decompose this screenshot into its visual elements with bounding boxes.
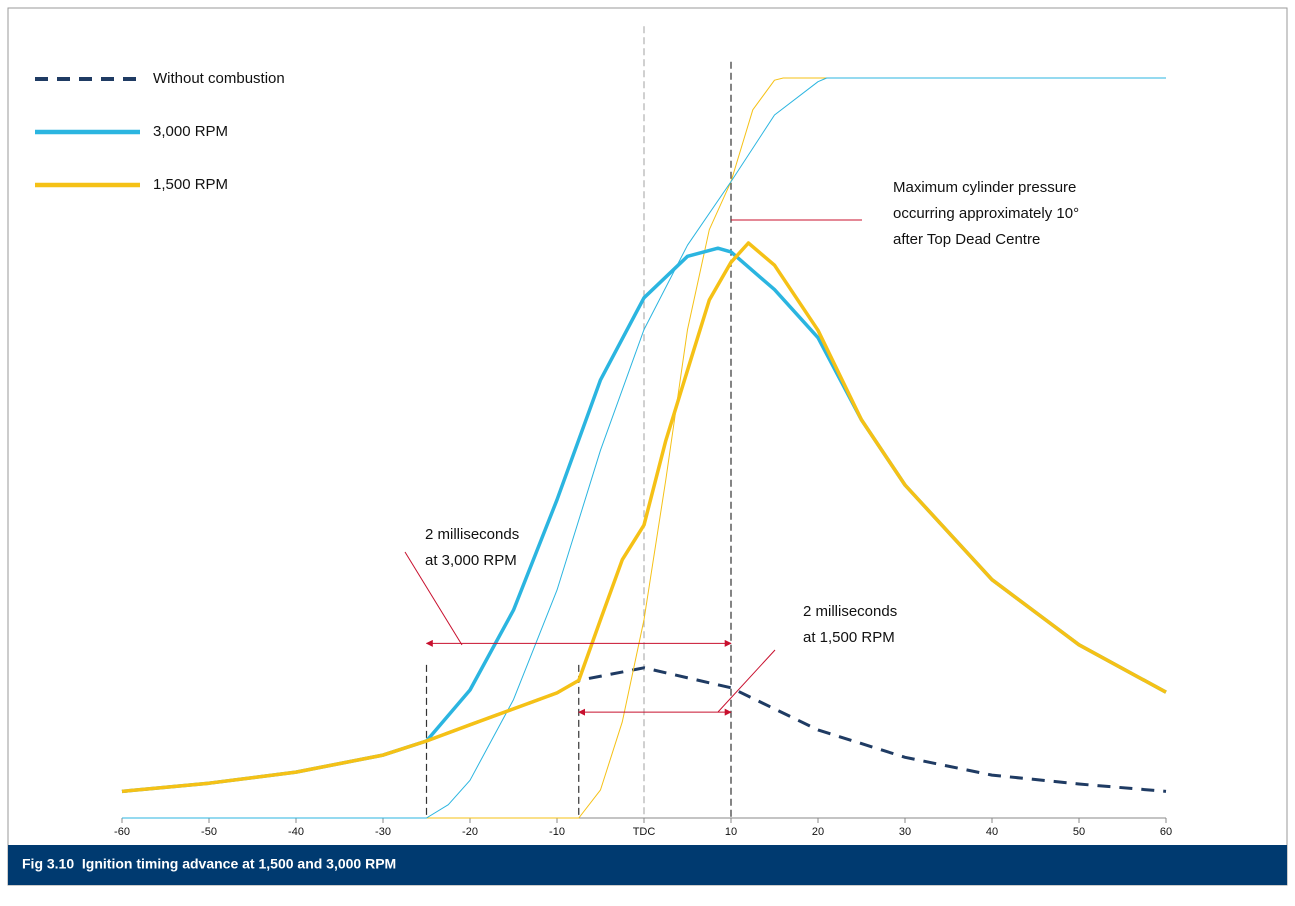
legend-label: Without combustion (153, 70, 285, 87)
caption-bar (8, 845, 1287, 885)
x-tick-label: TDC (633, 826, 656, 838)
annotation-leader (404, 551, 463, 646)
annotation: after Top Dead Centre (893, 231, 1040, 248)
series-line (121, 241, 1167, 794)
series-line (122, 77, 1166, 819)
x-tick-label: 30 (899, 826, 911, 838)
x-tick-label: 20 (812, 826, 824, 838)
x-tick-label: 50 (1073, 826, 1085, 838)
x-tick-label: 10 (725, 826, 737, 838)
x-tick-label: -60 (114, 826, 130, 838)
x-tick-label: -30 (375, 826, 391, 838)
x-tick-label: 40 (986, 826, 998, 838)
annotation: occurring approximately 10° (893, 205, 1079, 222)
annotation: 2 milliseconds (803, 603, 897, 620)
annotation: at 1,500 RPM (803, 629, 895, 646)
x-tick-label: 60 (1160, 826, 1172, 838)
legend-label: 3,000 RPM (153, 123, 228, 140)
x-tick-label: -20 (462, 826, 478, 838)
x-tick-label: -40 (288, 826, 304, 838)
annotation: 2 milliseconds (425, 526, 519, 543)
legend-label: 1,500 RPM (153, 176, 228, 193)
annotation-leader (717, 649, 776, 713)
x-tick-label: -10 (549, 826, 565, 838)
series-line (122, 77, 1166, 819)
x-tick-label: -50 (201, 826, 217, 838)
annotation: at 3,000 RPM (425, 552, 517, 569)
caption: Fig 3.10 Ignition timing advance at 1,50… (22, 856, 396, 872)
annotation: Maximum cylinder pressure (893, 179, 1076, 196)
